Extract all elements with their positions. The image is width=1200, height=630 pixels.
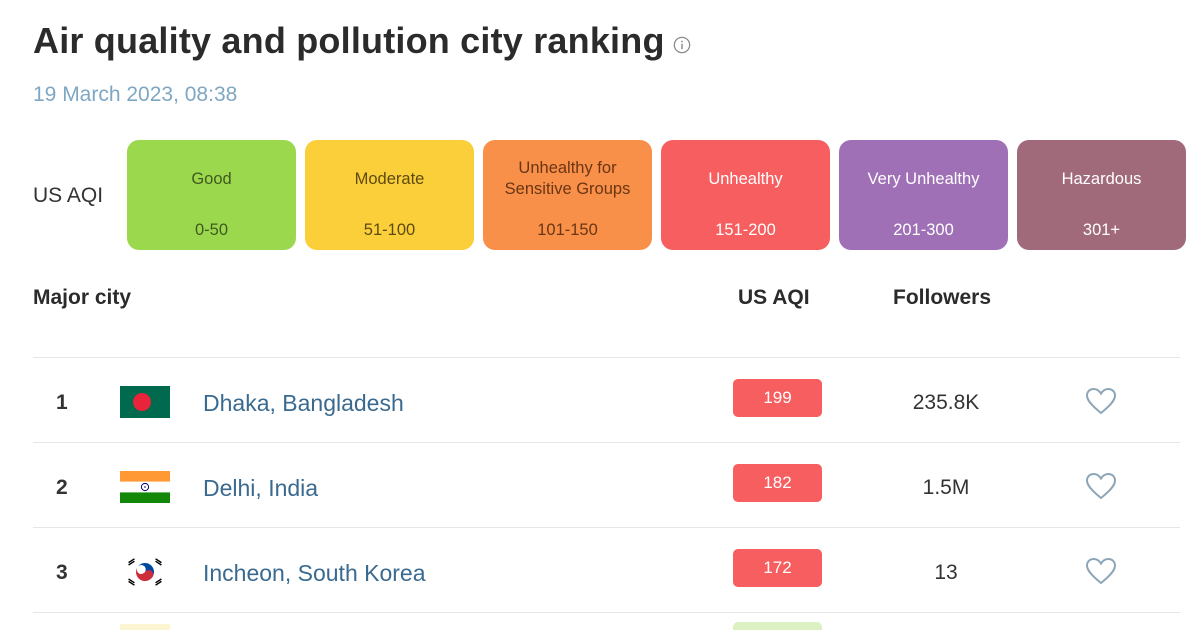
south-korea-flag-icon (120, 556, 170, 588)
legend-level-range: 301+ (1082, 221, 1121, 239)
city-link[interactable]: Delhi, India (203, 475, 319, 501)
legend-unhealthy: Unhealthy 151-200 (661, 140, 830, 250)
india-flag-icon (120, 471, 170, 503)
heart-outline-icon[interactable] (1085, 557, 1117, 585)
heart-outline-icon[interactable] (1085, 387, 1117, 415)
legend-level-name: Very Unhealthy (867, 169, 980, 188)
city-link[interactable]: Dhaka, Bangladesh (203, 390, 404, 416)
column-header-aqi[interactable]: US AQI (738, 286, 810, 309)
legend-good: Good 0-50 (127, 140, 296, 250)
bangladesh-flag-icon (120, 386, 170, 418)
column-header-city[interactable]: Major city (33, 286, 132, 309)
partial-flag-icon (120, 624, 170, 630)
legend-level-name: Good (191, 169, 232, 188)
legend-label: US AQI (33, 184, 104, 207)
aqi-badge: 199 (733, 379, 822, 417)
table-row[interactable]: 3 Incheon, South Korea 172 13 (33, 527, 1180, 613)
followers-count: 1.5M (922, 476, 970, 499)
heart-outline-icon[interactable] (1085, 472, 1117, 500)
followers-count: 13 (934, 561, 958, 584)
city-link[interactable]: Incheon, South Korea (203, 560, 426, 586)
legend-level-name: Unhealthy for Sensitive Groups (504, 159, 631, 198)
table-row[interactable]: 1 Dhaka, Bangladesh 199 235.8K (33, 357, 1180, 442)
aqi-legend: Good 0-50 Moderate 51-100 Unhealthy for … (127, 140, 1186, 250)
rank-number: 2 (56, 476, 68, 499)
legend-level-name: Moderate (354, 169, 425, 188)
legend-unhealthy-sensitive: Unhealthy for Sensitive Groups 101-150 (483, 140, 652, 250)
legend-level-range: 151-200 (715, 221, 776, 239)
legend-level-range: 51-100 (363, 221, 416, 239)
title-row: Air quality and pollution city ranking (33, 20, 691, 62)
legend-hazardous: Hazardous 301+ (1017, 140, 1186, 250)
table-row-partial (33, 612, 1180, 630)
followers-count: 235.8K (912, 391, 980, 414)
page-title: Air quality and pollution city ranking (33, 20, 665, 61)
column-header-followers[interactable]: Followers (893, 286, 992, 309)
rank-number: 3 (56, 561, 68, 584)
legend-level-range: 0-50 (194, 221, 229, 239)
aqi-badge: 182 (733, 464, 822, 502)
legend-level-name: Unhealthy (708, 169, 783, 188)
legend-level-range: 101-150 (537, 221, 598, 239)
legend-level-name: Hazardous (1061, 169, 1142, 188)
rank-number: 1 (56, 391, 68, 414)
table-row[interactable]: 2 Delhi, India 182 1.5M (33, 442, 1180, 527)
legend-level-range: 201-300 (893, 221, 954, 239)
timestamp: 19 March 2023, 08:38 (33, 83, 238, 106)
info-circle-icon[interactable] (673, 36, 691, 54)
partial-aqi-badge (733, 622, 822, 630)
legend-moderate: Moderate 51-100 (305, 140, 474, 250)
ranking-table: 1 Dhaka, Bangladesh 199 235.8K 2 Delhi, … (33, 357, 1180, 613)
aqi-badge: 172 (733, 549, 822, 587)
legend-very-unhealthy: Very Unhealthy 201-300 (839, 140, 1008, 250)
